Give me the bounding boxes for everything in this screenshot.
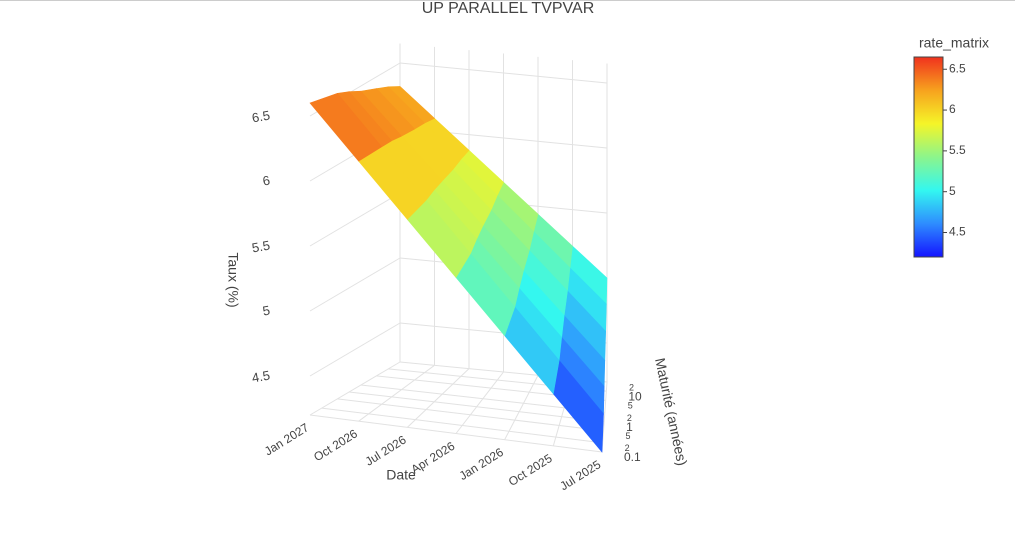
y-tick-label: 2 xyxy=(625,443,630,453)
chart-title: UP PARALLEL TVPVAR xyxy=(422,0,595,17)
grid-line xyxy=(406,368,470,428)
grid-line xyxy=(309,257,401,312)
grid-line xyxy=(360,384,605,413)
y-tick-label: 10 xyxy=(628,389,642,403)
x-tick-label: Oct 2026 xyxy=(311,426,360,464)
grid-line xyxy=(358,364,435,422)
z-tick-label: 6 xyxy=(261,173,271,189)
y-tick-label: 1 xyxy=(626,420,633,434)
colorbar-tick-label: 5.5 xyxy=(949,143,966,157)
grid-line xyxy=(309,322,401,377)
grid-line xyxy=(349,391,605,423)
z-axis-title: Taux (%) xyxy=(225,252,241,307)
x-tick-label: Oct 2025 xyxy=(506,451,555,489)
z-tick-label: 5.5 xyxy=(251,238,271,256)
colorbar-tick-label: 6.5 xyxy=(949,61,966,75)
grid-line xyxy=(455,371,504,434)
z-tick-label: 4.5 xyxy=(251,368,271,386)
grid-line xyxy=(309,414,603,453)
x-tick-label: Jul 2025 xyxy=(557,457,603,493)
colorbar-title: rate_matrix xyxy=(919,35,989,51)
z-tick-label: 6.5 xyxy=(251,108,271,126)
colorbar-tick-label: 6 xyxy=(949,102,956,116)
x-tick-label: Jan 2027 xyxy=(262,420,312,458)
x-axis-title: Date xyxy=(386,467,416,483)
y-tick-label: 0.1 xyxy=(624,450,641,464)
y-tick-label: 2 xyxy=(627,413,632,423)
grid-line xyxy=(309,192,401,247)
y-axis-title: Maturité (années) xyxy=(652,356,690,467)
grid-line xyxy=(504,375,539,440)
grid-line xyxy=(321,407,603,444)
grid-line xyxy=(337,398,604,432)
x-tick-label: Apr 2026 xyxy=(409,439,458,477)
grid-line xyxy=(601,381,608,453)
x-tick-label: Jan 2026 xyxy=(457,445,507,483)
x-tick-label: Jul 2026 xyxy=(363,433,409,469)
y-tick-label: 2 xyxy=(629,382,634,392)
z-tick-label: 5 xyxy=(261,303,271,319)
y-tick-label: 5 xyxy=(626,431,631,441)
colorbar-tick-label: 5 xyxy=(949,184,956,198)
surface-cell xyxy=(309,93,383,162)
grid-line xyxy=(309,361,401,416)
colorbar xyxy=(913,56,944,258)
colorbar-tick-label: 4.5 xyxy=(949,225,966,239)
y-tick-label: 5 xyxy=(628,401,633,411)
